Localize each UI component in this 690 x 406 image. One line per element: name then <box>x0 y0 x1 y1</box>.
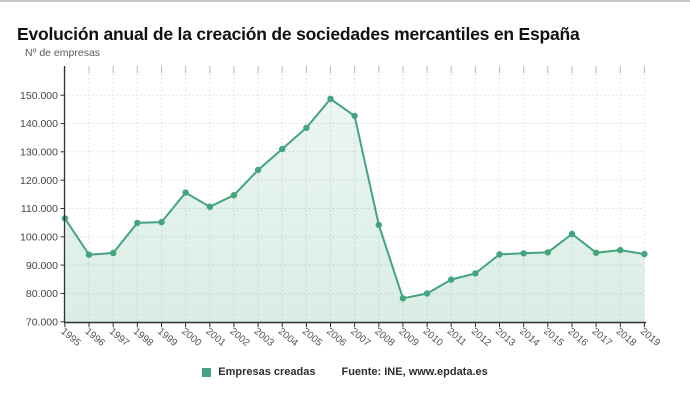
y-tick-label: 140.000 <box>20 118 58 130</box>
series-area-fill <box>64 98 645 322</box>
x-tick-label: 2001 <box>203 326 227 349</box>
data-point-marker[interactable] <box>134 219 141 227</box>
x-tick-label: 2007 <box>348 326 372 349</box>
data-point-marker[interactable] <box>617 246 624 254</box>
data-point-marker[interactable] <box>399 295 407 302</box>
data-point-marker[interactable] <box>520 250 527 257</box>
chart-title: Evolución anual de la creación de socied… <box>17 23 580 44</box>
data-point-marker[interactable] <box>279 145 286 153</box>
x-tick-label: 2015 <box>541 326 565 349</box>
x-tick-label: 2000 <box>179 326 203 349</box>
data-point-marker[interactable] <box>351 112 358 120</box>
y-tick-label: 130.000 <box>20 146 58 158</box>
y-tick-label: 110.000 <box>21 203 58 215</box>
y-tick-label: 90.000 <box>26 260 58 272</box>
legend-item-empresas-creadas[interactable]: Empresas creadas <box>202 366 315 378</box>
data-point-marker[interactable] <box>448 276 455 283</box>
data-point-marker[interactable] <box>423 290 431 297</box>
x-tick-label: 2005 <box>300 326 324 349</box>
y-tick-label: 70.000 <box>26 316 58 328</box>
data-point-marker[interactable] <box>375 221 382 229</box>
x-tick-label: 2008 <box>372 326 396 349</box>
data-point-marker[interactable] <box>254 166 262 174</box>
y-tick-label: 100.000 <box>20 231 58 243</box>
data-point-marker[interactable] <box>641 250 648 258</box>
x-tick-label: 1998 <box>131 326 155 349</box>
data-point-marker[interactable] <box>592 249 600 256</box>
data-point-marker[interactable] <box>230 192 238 199</box>
data-point-marker[interactable] <box>544 249 551 256</box>
x-tick-label: 2003 <box>252 326 276 349</box>
x-tick-label: 2002 <box>227 326 251 349</box>
data-point-marker[interactable] <box>496 251 503 258</box>
top-border-line <box>0 0 690 2</box>
data-point-marker[interactable] <box>85 251 93 258</box>
y-axis-unit-label: Nº de empresas <box>25 47 101 59</box>
x-tick-label: 2006 <box>324 326 348 349</box>
data-point-marker[interactable] <box>206 203 213 210</box>
data-point-marker[interactable] <box>472 270 479 277</box>
x-tick-label: 2018 <box>614 326 638 349</box>
x-tick-label: 2017 <box>590 326 614 349</box>
x-tick-label: 2012 <box>469 326 493 349</box>
x-tick-label: 1995 <box>58 326 82 349</box>
y-tick-label: 120.000 <box>20 175 58 187</box>
x-tick-label: 1996 <box>83 326 107 349</box>
source-label: Fuente: INE, www.epdata.es <box>341 366 488 378</box>
x-tick-label: 2019 <box>638 326 662 349</box>
legend-row: Empresas creadas Fuente: INE, www.epdata… <box>0 366 690 378</box>
x-tick-label: 1997 <box>107 326 131 349</box>
legend-swatch-icon <box>202 367 212 377</box>
x-tick-label: 2016 <box>566 326 590 349</box>
x-tick-label: 1999 <box>155 326 179 349</box>
x-tick-label: 2010 <box>421 326 445 349</box>
x-tick-label: 2011 <box>445 326 469 349</box>
legend-series-label: Empresas creadas <box>218 366 316 378</box>
data-point-marker[interactable] <box>158 218 165 226</box>
x-tick-label: 2004 <box>276 326 300 349</box>
data-point-marker[interactable] <box>568 230 576 238</box>
x-tick-label: 2009 <box>396 326 420 349</box>
data-point-marker[interactable] <box>182 189 189 196</box>
data-point-marker[interactable] <box>110 249 117 257</box>
x-tick-label: 2013 <box>493 326 517 349</box>
y-tick-label: 80.000 <box>26 288 58 300</box>
y-tick-label: 150.000 <box>20 90 58 102</box>
x-tick-label: 2014 <box>517 326 541 349</box>
data-point-marker[interactable] <box>327 95 334 103</box>
data-point-marker[interactable] <box>303 124 310 131</box>
